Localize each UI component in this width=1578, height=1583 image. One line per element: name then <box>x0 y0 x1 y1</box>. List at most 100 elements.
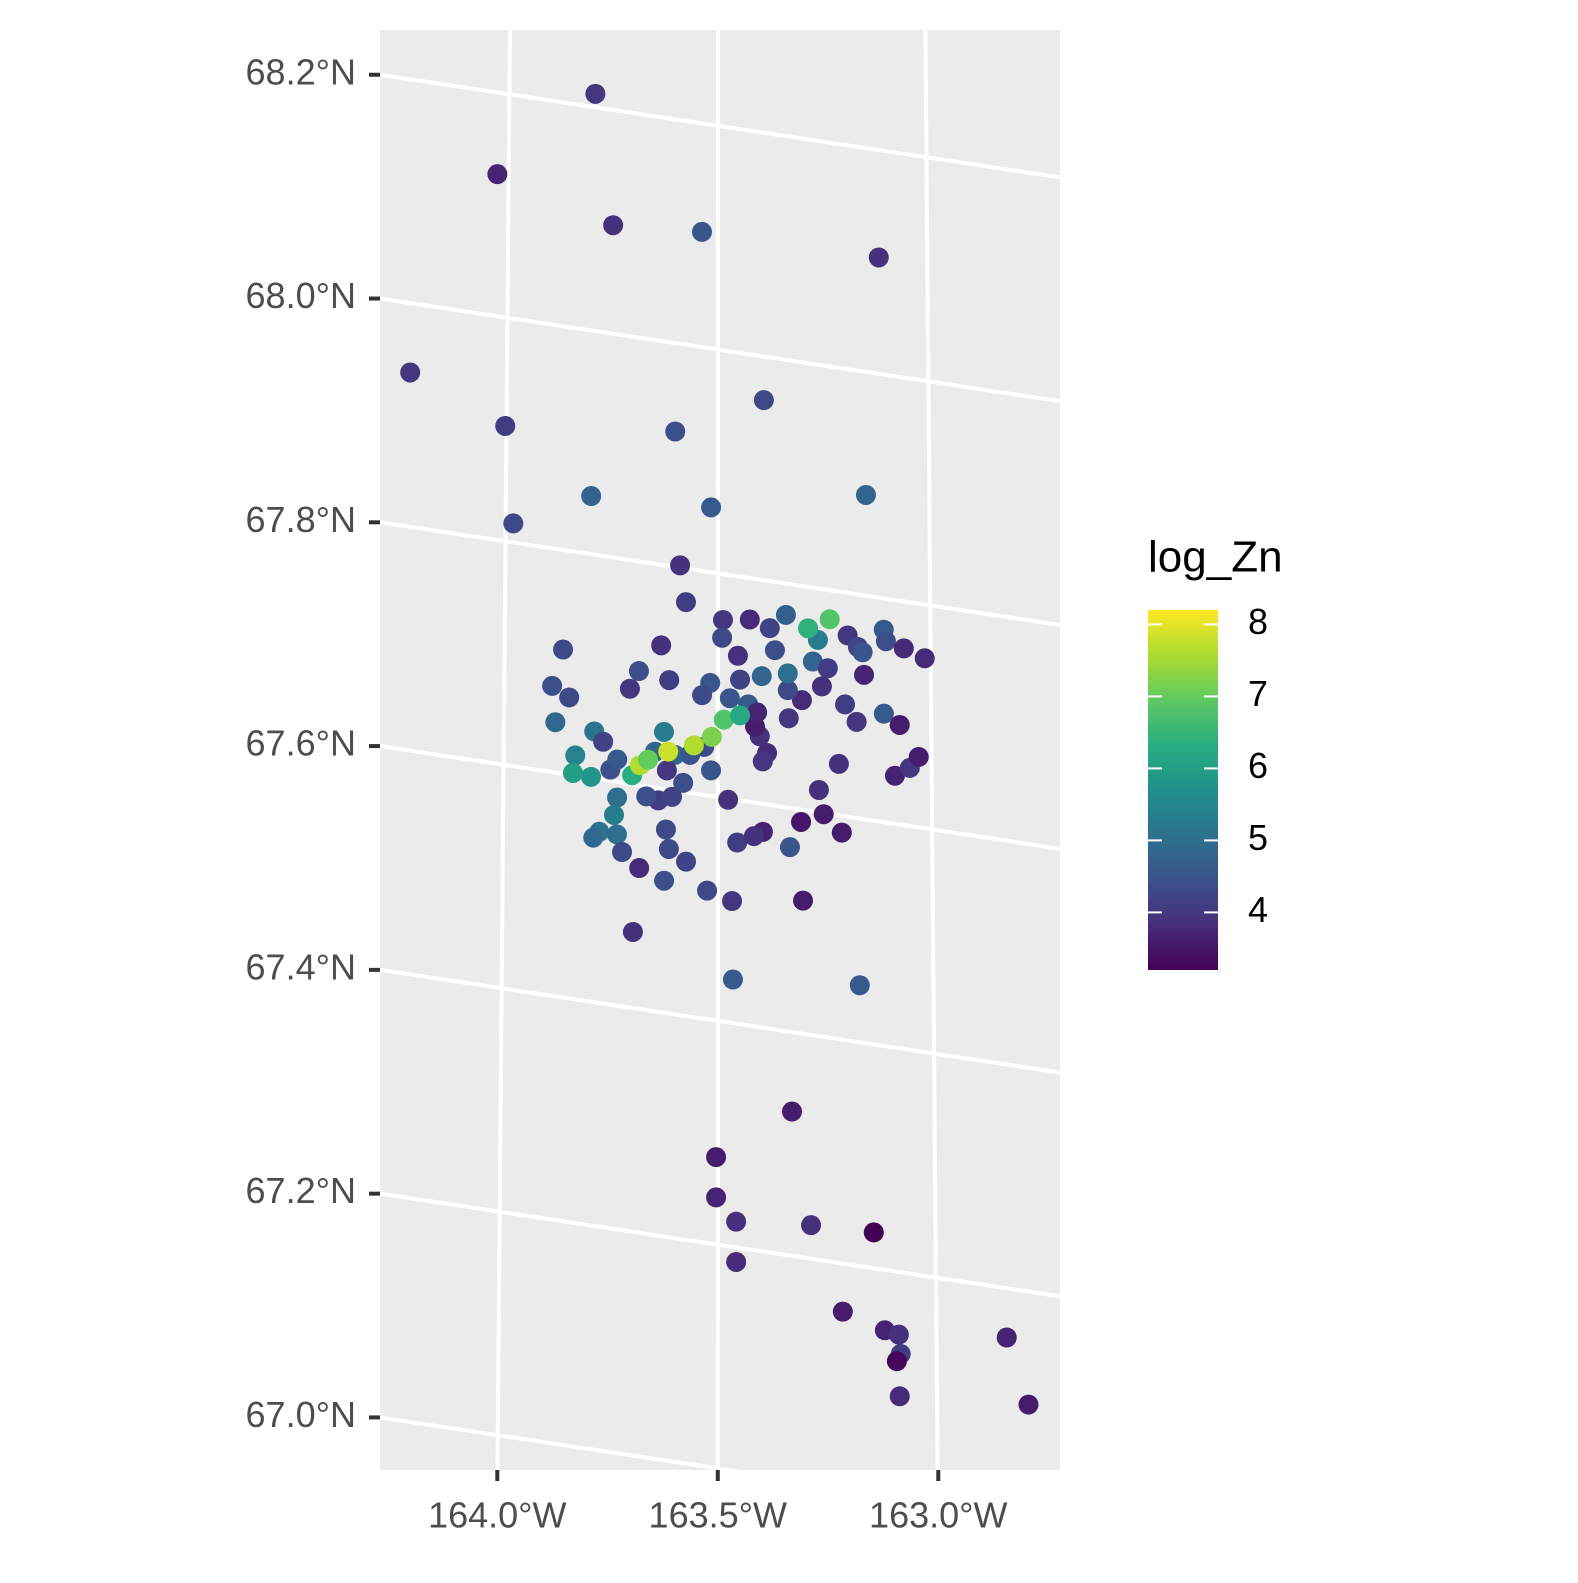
sample-point <box>793 891 813 911</box>
sample-point <box>607 824 627 844</box>
sample-point <box>720 688 740 708</box>
sample-point <box>607 750 627 770</box>
sample-point <box>864 1222 884 1242</box>
sample-point <box>706 1147 726 1167</box>
colorbar-label: 5 <box>1248 817 1268 858</box>
sample-point <box>712 628 732 648</box>
sample-point <box>915 648 935 668</box>
sample-point <box>697 881 717 901</box>
sample-point <box>753 751 773 771</box>
sample-point <box>692 685 712 705</box>
sample-point <box>657 760 677 780</box>
sample-point <box>754 390 774 410</box>
sample-point <box>856 485 876 505</box>
sample-point <box>718 790 738 810</box>
colorbar-label: 7 <box>1248 673 1268 714</box>
sample-point <box>665 422 685 442</box>
x-tick-label: 163.5°W <box>649 1495 787 1536</box>
sample-point <box>565 745 585 765</box>
sample-point <box>730 670 750 690</box>
sample-point <box>581 767 601 787</box>
sample-point <box>638 750 658 770</box>
sample-point <box>629 661 649 681</box>
sample-point <box>740 610 760 630</box>
sample-point <box>809 780 829 800</box>
sample-point <box>636 786 656 806</box>
sample-point <box>869 247 889 267</box>
sample-point <box>612 842 632 862</box>
sample-point <box>889 1325 909 1345</box>
sample-point <box>829 754 849 774</box>
sample-point <box>752 666 772 686</box>
sample-point <box>400 362 420 382</box>
sample-point <box>654 722 674 742</box>
panel-background <box>380 30 1060 1470</box>
y-tick-label: 67.8°N <box>246 499 356 540</box>
sample-point <box>782 1102 802 1122</box>
sample-point <box>676 592 696 612</box>
sample-point <box>629 858 649 878</box>
sample-point <box>702 727 722 747</box>
sample-point <box>559 687 579 707</box>
sample-point <box>814 804 834 824</box>
sample-point <box>659 839 679 859</box>
sample-point <box>585 84 605 104</box>
x-tick-label: 163.0°W <box>869 1495 1007 1536</box>
sample-point <box>835 694 855 714</box>
sample-point <box>791 812 811 832</box>
colorbar-label: 4 <box>1248 889 1268 930</box>
sample-point <box>779 708 799 728</box>
sample-point <box>812 676 832 696</box>
sample-point <box>833 1302 853 1322</box>
sample-point <box>798 618 818 638</box>
sample-point <box>997 1328 1017 1348</box>
sample-point <box>581 486 601 506</box>
sample-point <box>820 609 840 629</box>
sample-point <box>553 640 573 660</box>
sample-point <box>850 975 870 995</box>
colorbar-label: 8 <box>1248 601 1268 642</box>
sample-point <box>894 638 914 658</box>
sample-point <box>670 555 690 575</box>
sample-point <box>658 742 678 762</box>
sample-point <box>563 763 583 783</box>
sample-point <box>676 852 696 872</box>
sample-point <box>722 891 742 911</box>
sample-point <box>713 610 733 630</box>
sample-point <box>503 513 523 533</box>
sample-point <box>744 826 764 846</box>
sample-point <box>620 679 640 699</box>
sample-point <box>730 705 750 725</box>
sample-point <box>723 970 743 990</box>
sample-point <box>853 642 873 662</box>
colorbar-label: 6 <box>1248 745 1268 786</box>
y-tick-label: 67.6°N <box>246 723 356 764</box>
sample-point <box>854 665 874 685</box>
sample-point <box>890 1386 910 1406</box>
sample-point <box>623 922 643 942</box>
sample-point <box>1018 1395 1038 1415</box>
sample-point <box>778 663 798 683</box>
sample-point <box>818 658 838 678</box>
sample-point <box>487 164 507 184</box>
sample-point <box>593 732 613 752</box>
sample-point <box>801 1215 821 1235</box>
sample-point <box>726 1212 746 1232</box>
sample-point <box>701 760 721 780</box>
sample-point <box>726 1252 746 1272</box>
sample-point <box>603 215 623 235</box>
sample-point <box>607 788 627 808</box>
sample-point <box>495 416 515 436</box>
sample-point <box>776 605 796 625</box>
sample-point <box>876 631 896 651</box>
sample-point <box>890 715 910 735</box>
sample-point <box>662 787 682 807</box>
sample-point <box>583 828 603 848</box>
sample-point <box>684 735 704 755</box>
sample-point <box>654 871 674 891</box>
sample-point <box>659 670 679 690</box>
sample-point <box>701 497 721 517</box>
